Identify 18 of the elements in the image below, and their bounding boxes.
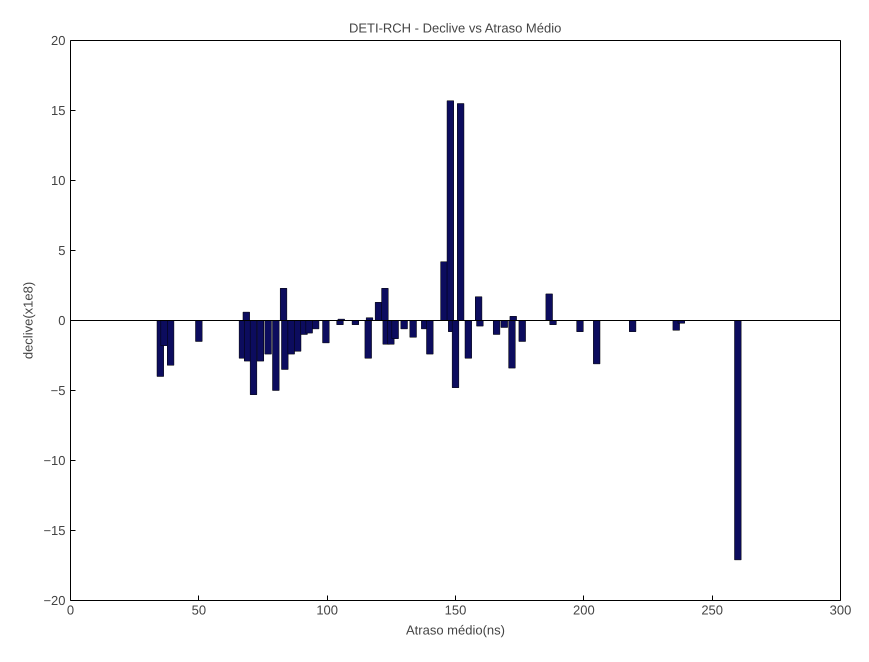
x-tick-label: 200 bbox=[572, 602, 595, 618]
chart-title: DETI-RCH - Declive vs Atraso Médio bbox=[348, 20, 562, 36]
x-tick-label: 250 bbox=[701, 602, 724, 618]
y-tick-label: −15 bbox=[43, 523, 66, 538]
y-tick-label: 15 bbox=[51, 103, 66, 118]
y-tick-label: 5 bbox=[58, 243, 66, 258]
x-tick-label: 100 bbox=[316, 602, 338, 618]
x-tick-label: 150 bbox=[444, 602, 466, 618]
x-axis-title: Atraso médio(ns) bbox=[406, 622, 505, 638]
y-tick-label: −5 bbox=[50, 383, 66, 398]
y-tick-label: −20 bbox=[43, 593, 66, 608]
y-tick-label: 10 bbox=[51, 173, 66, 188]
y-tick-label: 20 bbox=[51, 33, 66, 48]
y-tick-label: −10 bbox=[43, 453, 66, 468]
y-tick-label: 0 bbox=[58, 313, 66, 328]
x-tick-label: 50 bbox=[192, 602, 206, 618]
x-tick-label: 300 bbox=[830, 602, 852, 618]
y-axis-title: declive(x1e8) bbox=[20, 282, 36, 360]
